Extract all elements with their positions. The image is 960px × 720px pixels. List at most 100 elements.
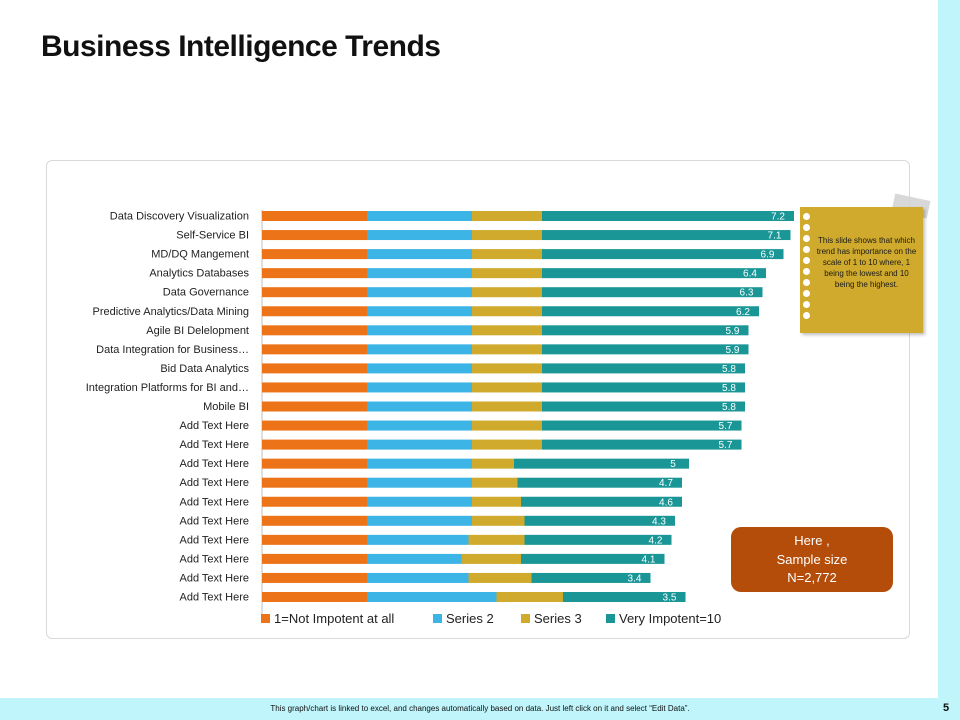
- stacked-bar-chart[interactable]: Data Discovery Visualization 7.2 Self-Serv…: [47, 161, 909, 638]
- bar-segment-s2[interactable]: [367, 363, 472, 374]
- bar-segment-s3[interactable]: [461, 553, 522, 564]
- bar-segment-s4[interactable]: [563, 592, 686, 602]
- bar-segment-s3[interactable]: [468, 534, 525, 545]
- sticky-note[interactable]: This slide shows that which trend has im…: [800, 207, 923, 333]
- bar-segment-s1[interactable]: [262, 344, 367, 355]
- bar-segment-s2[interactable]: [367, 306, 472, 317]
- bar-segment-s1[interactable]: [262, 515, 367, 526]
- legend-swatch[interactable]: [521, 614, 530, 623]
- bar-segment-s3[interactable]: [472, 230, 542, 241]
- category-label: Add Text Here: [179, 496, 249, 508]
- bar-segment-s4[interactable]: [542, 363, 745, 374]
- bar-segment-s1[interactable]: [262, 249, 367, 260]
- bar-segment-s1[interactable]: [262, 458, 367, 469]
- bar-segment-s2[interactable]: [367, 496, 472, 507]
- bar-segment-s4[interactable]: [542, 382, 745, 393]
- bar-segment-s1[interactable]: [262, 363, 367, 374]
- chart-frame[interactable]: Data Discovery Visualization 7.2 Self-Serv…: [46, 160, 910, 639]
- bar-segment-s4[interactable]: [521, 496, 682, 507]
- bar-segment-s4[interactable]: [542, 325, 749, 336]
- bar-segment-s2[interactable]: [367, 230, 472, 241]
- bar-segment-s4[interactable]: [542, 230, 791, 241]
- bar-segment-s1[interactable]: [262, 572, 367, 583]
- bar-segment-s1[interactable]: [262, 477, 367, 488]
- bar-segment-s2[interactable]: [367, 553, 462, 564]
- bar-segment-s4[interactable]: [542, 439, 742, 450]
- bar-segment-s2[interactable]: [367, 401, 472, 412]
- bar-segment-s3[interactable]: [472, 477, 518, 488]
- bar-segment-s4[interactable]: [542, 268, 766, 279]
- bar-segment-s1[interactable]: [262, 496, 367, 507]
- bar-segment-s3[interactable]: [472, 249, 542, 260]
- bar-segment-s3[interactable]: [468, 572, 532, 583]
- bar-segment-s2[interactable]: [367, 477, 472, 488]
- bar-segment-s4[interactable]: [531, 572, 651, 583]
- bar-segment-s4[interactable]: [542, 420, 742, 431]
- sample-size-box[interactable]: Here , Sample size N=2,772: [731, 527, 893, 592]
- bar-segment-s3[interactable]: [472, 458, 514, 469]
- bar-segment-s2[interactable]: [367, 344, 472, 355]
- bar-segment-s1[interactable]: [262, 439, 367, 450]
- bar-segment-s2[interactable]: [367, 211, 472, 221]
- bar-segment-s2[interactable]: [367, 420, 472, 431]
- bar-segment-s2[interactable]: [367, 458, 472, 469]
- bar-segment-s1[interactable]: [262, 287, 367, 298]
- bar-segment-s4[interactable]: [542, 249, 784, 260]
- category-label: MD/DQ Mangement: [151, 249, 249, 261]
- bar-segment-s3[interactable]: [472, 496, 521, 507]
- bar-segment-s3[interactable]: [472, 268, 542, 279]
- bar-segment-s2[interactable]: [367, 439, 472, 450]
- bar-segment-s2[interactable]: [367, 268, 472, 279]
- category-label: Data Governance: [163, 287, 249, 299]
- bar-segment-s3[interactable]: [472, 420, 542, 431]
- accent-strip: [938, 0, 960, 720]
- bar-segment-s3[interactable]: [472, 344, 542, 355]
- page-title: Business Intelligence Trends: [41, 30, 441, 63]
- bar-segment-s1[interactable]: [262, 534, 367, 545]
- bar-segment-s3[interactable]: [472, 515, 525, 526]
- bar-segment-s2[interactable]: [367, 325, 472, 336]
- bar-segment-s4[interactable]: [524, 534, 672, 545]
- bar-segment-s1[interactable]: [262, 382, 367, 393]
- bar-segment-s1[interactable]: [262, 592, 367, 602]
- bar-segment-s2[interactable]: [367, 534, 469, 545]
- bar-segment-s1[interactable]: [262, 230, 367, 241]
- bar-segment-s1[interactable]: [262, 553, 367, 564]
- legend-swatch[interactable]: [433, 614, 442, 623]
- bar-segment-s4[interactable]: [514, 458, 689, 469]
- bar-segment-s3[interactable]: [496, 592, 564, 602]
- bar-segment-s4[interactable]: [542, 401, 745, 412]
- category-label: Add Text Here: [179, 458, 249, 470]
- bar-segment-s4[interactable]: [517, 477, 683, 488]
- bar-segment-s3[interactable]: [472, 306, 542, 317]
- bar-segment-s3[interactable]: [472, 325, 542, 336]
- bar-segment-s3[interactable]: [472, 211, 542, 221]
- bar-segment-s2[interactable]: [367, 592, 497, 602]
- bar-segment-s2[interactable]: [367, 249, 472, 260]
- bar-segment-s1[interactable]: [262, 325, 367, 336]
- bar-segment-s1[interactable]: [262, 401, 367, 412]
- bar-segment-s2[interactable]: [367, 382, 472, 393]
- legend-swatch[interactable]: [261, 614, 270, 623]
- bar-segment-s4[interactable]: [542, 344, 749, 355]
- bar-segment-s3[interactable]: [472, 363, 542, 374]
- category-label: Add Text Here: [179, 439, 249, 451]
- bar-segment-s2[interactable]: [367, 515, 472, 526]
- bar-segment-s3[interactable]: [472, 382, 542, 393]
- bar-segment-s4[interactable]: [542, 211, 794, 221]
- bar-segment-s4[interactable]: [542, 287, 763, 298]
- bar-segment-s1[interactable]: [262, 211, 367, 221]
- bar-segment-s3[interactable]: [472, 401, 542, 412]
- bar-segment-s1[interactable]: [262, 306, 367, 317]
- bar-segment-s2[interactable]: [367, 572, 469, 583]
- bar-segment-s4[interactable]: [542, 306, 759, 317]
- category-label: Bid Data Analytics: [160, 363, 249, 375]
- bar-segment-s4[interactable]: [521, 553, 665, 564]
- bar-segment-s3[interactable]: [472, 439, 542, 450]
- bar-segment-s2[interactable]: [367, 287, 472, 298]
- bar-segment-s3[interactable]: [472, 287, 542, 298]
- bar-segment-s1[interactable]: [262, 268, 367, 279]
- legend-swatch[interactable]: [606, 614, 615, 623]
- bar-segment-s4[interactable]: [524, 515, 676, 526]
- bar-segment-s1[interactable]: [262, 420, 367, 431]
